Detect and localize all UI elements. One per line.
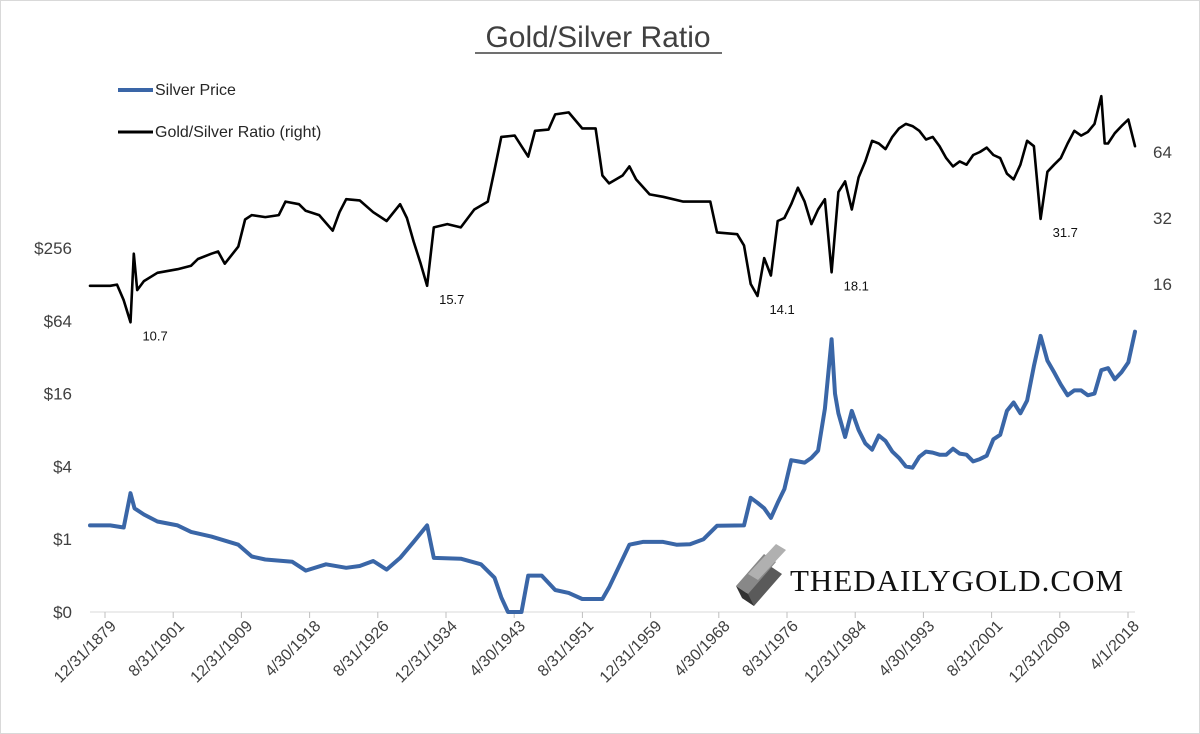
- legend-label-ratio: Gold/Silver Ratio (right): [155, 124, 321, 141]
- x-axis-tick-labels: 12/31/1879 8/31/1901 12/31/1909 4/30/1918 8/…: [51, 618, 1143, 687]
- x-axis-tick-label: 12/31/1909: [188, 618, 257, 687]
- gold-silver-ratio-line: [88, 94, 1137, 324]
- left-axis-tick-label: $256: [34, 239, 72, 258]
- chart-title: Gold/Silver Ratio: [485, 21, 710, 54]
- x-axis-tick-label: 4/30/1968: [671, 618, 733, 680]
- annotation-label: 15.7: [439, 292, 464, 307]
- annotation-label: 10.7: [142, 328, 167, 343]
- x-axis-tick-marks: [104, 612, 1129, 618]
- series-group: [88, 94, 1137, 614]
- left-axis-ticks: $0 $1 $4 $16 $64 $256: [34, 239, 72, 622]
- x-axis-tick-label: 12/31/1984: [801, 618, 870, 687]
- left-axis-tick-label: $0: [53, 603, 72, 622]
- legend: Silver Price Gold/Silver Ratio (right): [118, 82, 321, 141]
- x-axis-tick-label: 8/31/1901: [126, 618, 188, 680]
- left-axis-tick-label: $16: [44, 385, 72, 404]
- right-axis-tick-label: 32: [1153, 209, 1172, 228]
- x-axis-tick-label: 12/31/2009: [1006, 618, 1075, 687]
- watermark-text: THEDAILYGOLD.COM: [790, 563, 1124, 598]
- left-axis-tick-label: $64: [44, 312, 72, 331]
- annotation-label: 18.1: [844, 278, 869, 293]
- x-axis-tick-label: 4/1/2018: [1087, 618, 1143, 674]
- right-axis-tick-label: 64: [1153, 143, 1172, 162]
- legend-label-silver: Silver Price: [155, 82, 236, 99]
- annotation-label: 31.7: [1053, 225, 1078, 240]
- x-axis-tick-label: 12/31/1934: [392, 618, 461, 687]
- x-axis-tick-label: 12/31/1959: [597, 618, 666, 687]
- left-axis-tick-label: $1: [53, 530, 72, 549]
- annotation-label: 14.1: [769, 302, 794, 317]
- x-axis-tick-label: 8/31/2001: [944, 618, 1006, 680]
- silver-price-line: [88, 329, 1137, 614]
- x-axis-tick-label: 8/31/1926: [330, 618, 392, 680]
- watermark: THEDAILYGOLD.COM: [736, 544, 1124, 606]
- right-axis-ticks: 16 32 64: [1153, 143, 1172, 294]
- x-axis-tick-label: 8/31/1951: [535, 618, 597, 680]
- x-axis-tick-label: 8/31/1976: [739, 618, 801, 680]
- x-axis-tick-label: 4/30/1993: [876, 618, 938, 680]
- x-axis-tick-label: 4/30/1918: [262, 618, 324, 680]
- left-axis-tick-label: $4: [53, 457, 72, 476]
- gold-bars-logo: [736, 544, 786, 606]
- x-axis-tick-label: 4/30/1943: [467, 618, 529, 680]
- right-axis-tick-label: 16: [1153, 275, 1172, 294]
- annotations: 10.7 15.7 14.1 18.1 31.7: [142, 225, 1077, 343]
- x-axis-tick-label: 12/31/1879: [51, 618, 120, 687]
